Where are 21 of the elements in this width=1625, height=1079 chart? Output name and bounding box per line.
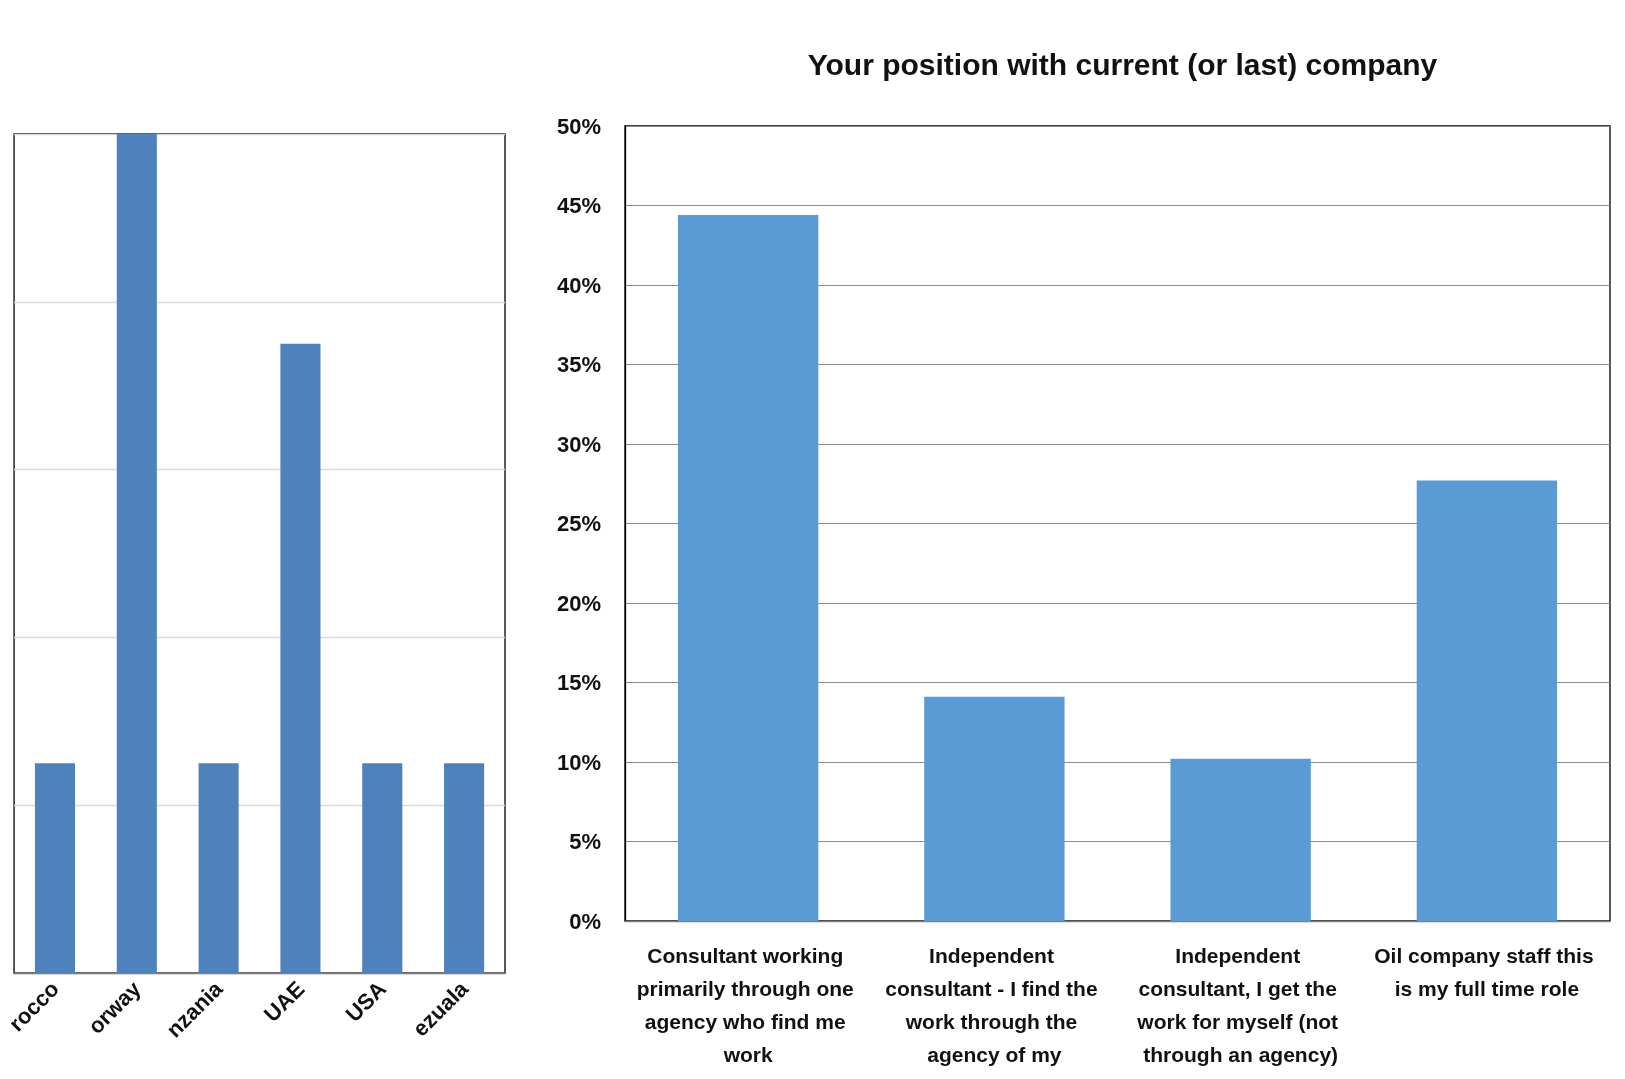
y-tick-label: 10% <box>556 749 601 775</box>
x-tick-label: Independent consultant - I find the work through the agency of my <box>885 944 1104 1066</box>
x-tick-label: Independent consultant, I get the work for myself (not through an agency) <box>1136 944 1344 1066</box>
chart-title: Your position with current (or last) company <box>807 47 1438 81</box>
x-tick-label: Consultant working primarily through one agency who find me work <box>636 944 860 1066</box>
y-tick-label: 35% <box>556 352 601 377</box>
y-tick-label: 50% <box>556 113 601 139</box>
bar <box>1416 480 1558 921</box>
y-tick-label: 20% <box>556 590 601 616</box>
y-tick-label: 0% <box>569 908 601 934</box>
bar <box>924 696 1065 921</box>
x-tick-label: USA <box>340 976 392 1027</box>
bar <box>677 215 819 921</box>
y-tick-label: 30% <box>556 431 601 457</box>
y-tick-label: 25% <box>556 511 601 536</box>
y-tick-label: 15% <box>556 670 601 695</box>
y-tick-label: 5% <box>569 829 601 854</box>
x-tick-label: Oil company staff this is my full time role <box>1374 944 1600 1000</box>
y-tick-label: 40% <box>556 272 601 298</box>
y-tick-label: 45% <box>556 193 601 218</box>
bar <box>1170 758 1311 921</box>
